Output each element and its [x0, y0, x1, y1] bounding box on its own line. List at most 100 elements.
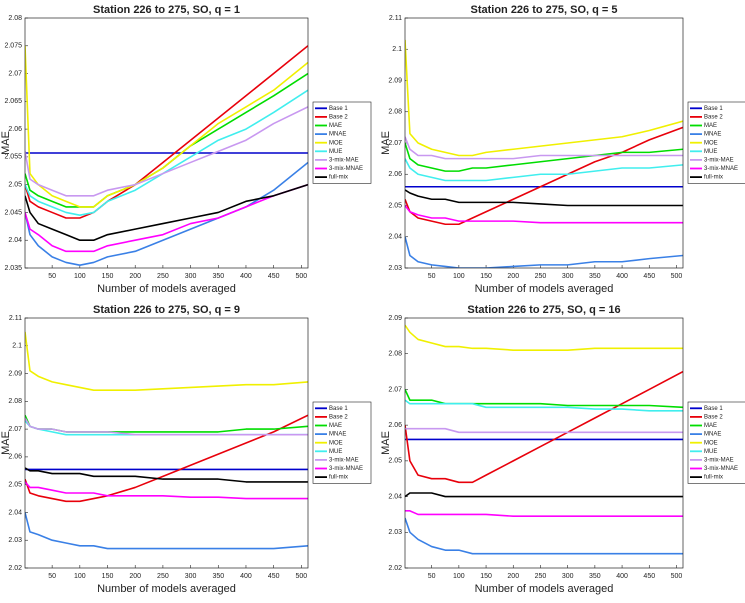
x-tick-label: 450: [643, 273, 655, 280]
y-tick-label: 2.06: [8, 126, 22, 133]
x-tick-label: 400: [240, 273, 252, 280]
legend-label: full-mix: [704, 475, 723, 481]
series-line: [405, 389, 683, 409]
y-tick-label: 2.08: [8, 398, 22, 405]
x-tick-label: 150: [102, 573, 114, 580]
y-tick-label: 2.08: [388, 109, 402, 116]
plot-area: [25, 18, 308, 268]
x-axis-label: Number of models averaged: [475, 583, 614, 595]
y-tick-label: 2.065: [4, 98, 22, 105]
lines: [25, 331, 308, 550]
x-tick-label: 500: [671, 273, 683, 280]
series-line: [405, 236, 683, 268]
legend-label: MAE: [329, 123, 342, 129]
series-line: [25, 106, 308, 197]
legend-label: 3-mix-MNAE: [704, 466, 738, 472]
series-line: [25, 331, 308, 392]
x-tick-label: 350: [212, 573, 224, 580]
legend-label: full-mix: [704, 175, 723, 181]
y-tick-label: 2.02: [8, 565, 22, 572]
legend-label: full-mix: [329, 175, 348, 181]
x-tick-label: 150: [102, 273, 114, 280]
y-tick-label: 2.11: [389, 15, 402, 22]
y-tick-label: 2.1: [12, 343, 22, 350]
legend-label: 3-mix-MNAE: [704, 166, 738, 172]
x-tick-label: 350: [212, 273, 224, 280]
y-tick-label: 2.07: [388, 386, 402, 393]
series-line: [405, 399, 683, 412]
series-line: [405, 189, 683, 207]
y-tick-label: 2.06: [388, 171, 402, 178]
series-line: [405, 517, 683, 555]
x-tick-label: 250: [157, 273, 169, 280]
series-line: [25, 417, 308, 436]
series-line: [405, 492, 683, 498]
y-tick-label: 2.05: [8, 482, 22, 489]
panel: 2.02 2.03 2.04 2.05 2.06 2.07 2.08 2.09 2.1 2.11 5…: [0, 304, 372, 595]
x-tick-label: 250: [157, 573, 169, 580]
legend-label: Base 1: [329, 406, 348, 412]
y-tick-label: 2.04: [388, 493, 402, 500]
series-line: [405, 142, 683, 172]
series-line: [25, 481, 308, 500]
plot-area: [25, 318, 308, 568]
x-tick-label: 200: [507, 273, 519, 280]
plot-area: [405, 18, 683, 268]
legend-label: MNAE: [704, 432, 721, 438]
x-tick-label: 450: [643, 573, 655, 580]
legend-label: MOE: [329, 440, 343, 446]
legend-label: Base 1: [704, 106, 723, 112]
y-tick-label: 2.03: [388, 265, 402, 272]
x-axis-label: Number of models averaged: [475, 283, 614, 295]
legend-label: MOE: [704, 140, 718, 146]
legend-label: MOE: [704, 440, 718, 446]
x-tick-label: 100: [74, 273, 86, 280]
x-axis-label: Number of models averaged: [97, 583, 236, 595]
legend-label: MUE: [329, 149, 342, 155]
x-tick-label: 500: [296, 573, 308, 580]
x-tick-label: 450: [268, 573, 280, 580]
x-tick-label: 300: [185, 273, 197, 280]
x-tick-label: 150: [480, 573, 492, 580]
y-axis-label: MAE: [0, 131, 12, 155]
plot-area: [405, 318, 683, 568]
y-tick-label: 2.09: [388, 77, 402, 84]
legend-label: Base 2: [329, 114, 348, 120]
y-tick-label: 2.05: [388, 202, 402, 209]
x-tick-label: 350: [589, 273, 601, 280]
legend-label: MUE: [329, 449, 342, 455]
legend-label: 3-mix-MAE: [329, 457, 359, 463]
legend-label: full-mix: [329, 475, 348, 481]
series-line: [25, 89, 308, 217]
y-tick-label: 2.05: [8, 182, 22, 189]
axes-box: [24, 317, 309, 569]
legend: Base 1 Base 2 MAE MNAE MOE MUE 3-mix-MAE 3-mix-…: [312, 401, 372, 484]
y-tick-label: 2.03: [8, 537, 22, 544]
panel: 2.035 2.04 2.045 2.05 2.055 2.06 2.065 2.07 2.07…: [0, 4, 372, 295]
legend-label: MUE: [704, 149, 717, 155]
x-tick-label: 400: [616, 273, 628, 280]
panel: 2.02 2.03 2.04 2.05 2.06 2.07 2.08 2.09 50 100 150…: [380, 304, 745, 595]
y-tick-label: 2.055: [4, 154, 22, 161]
legend-label: MAE: [704, 423, 717, 429]
legend: Base 1 Base 2 MAE MNAE MOE MUE 3-mix-MAE 3-mix-…: [312, 101, 372, 184]
series-line: [405, 39, 683, 157]
y-tick-label: 2.07: [388, 140, 402, 147]
x-tick-label: 300: [562, 273, 574, 280]
y-axis-label: MAE: [380, 131, 392, 155]
x-tick-label: 50: [428, 273, 436, 280]
axes-box: [404, 317, 684, 569]
legend: Base 1 Base 2 MAE MNAE MOE MUE 3-mix-MAE 3-mix-…: [687, 401, 745, 484]
y-tick-label: 2.03: [388, 529, 402, 536]
x-tick-label: 50: [48, 573, 56, 580]
x-tick-label: 250: [535, 273, 547, 280]
x-tick-label: 250: [535, 573, 547, 580]
x-tick-label: 50: [48, 273, 56, 280]
x-tick-label: 200: [129, 573, 141, 580]
series-line: [25, 183, 308, 253]
x-tick-label: 300: [562, 573, 574, 580]
series-line: [25, 183, 308, 242]
legend-label: 3-mix-MAE: [704, 457, 734, 463]
y-tick-label: 2.09: [388, 315, 402, 322]
x-tick-label: 450: [268, 273, 280, 280]
